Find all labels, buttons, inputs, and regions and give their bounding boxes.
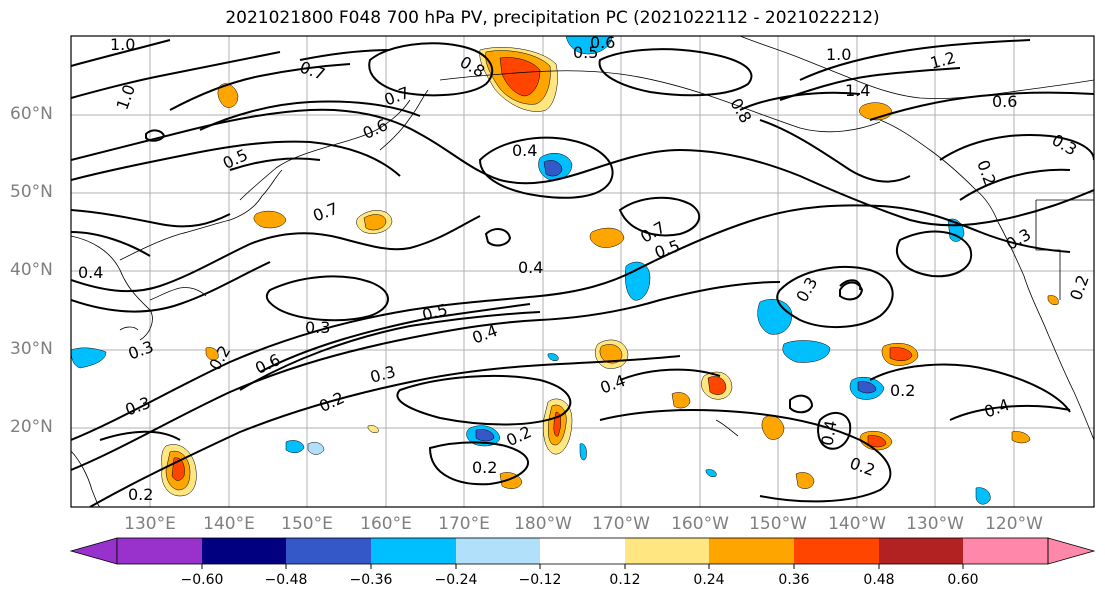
contour-label: 1.0 — [826, 45, 851, 64]
lon-label: 170°E — [438, 514, 490, 534]
colorbar-bin — [202, 538, 286, 564]
colorbar-bin — [456, 538, 540, 564]
colorbar-tick-label: 0.12 — [609, 572, 641, 588]
map-title: 2021021800 F048 700 hPa PV, precipitatio… — [225, 8, 880, 28]
colorbar-bin — [879, 538, 963, 564]
colorbar-tick-label: 0.36 — [778, 572, 810, 588]
colorbar-tick-label: −0.48 — [264, 572, 308, 588]
contour-label: 0.2 — [128, 485, 153, 504]
lon-label: 170°W — [592, 514, 650, 534]
lon-label: 140°W — [828, 514, 886, 534]
contour-label: 0.2 — [472, 458, 497, 477]
colorbar-bin — [963, 538, 1048, 564]
lat-label: 30°N — [10, 339, 53, 359]
contour-label: 0.4 — [512, 141, 537, 160]
colorbar-tick-label: −0.24 — [434, 572, 478, 588]
colorbar-tick-label: 0.60 — [947, 572, 979, 588]
lat-label: 20°N — [10, 417, 53, 437]
lon-label: 140°E — [203, 514, 255, 534]
lon-label: 150°W — [749, 514, 807, 534]
lon-label: 130°E — [124, 514, 176, 534]
contour-label: 0.4 — [518, 258, 543, 277]
contour-label: 0.4 — [817, 419, 840, 447]
contour-label: 0.4 — [78, 263, 103, 282]
colorbar-tick-label: −0.36 — [349, 572, 393, 588]
colorbar-tick-label: −0.12 — [518, 572, 562, 588]
lon-label: 150°E — [281, 514, 333, 534]
colorbar-bin — [371, 538, 456, 564]
colorbar-bin — [709, 538, 794, 564]
lat-label: 50°N — [10, 182, 53, 202]
lat-label: 40°N — [10, 260, 53, 280]
contour-label: 0.3 — [305, 318, 330, 337]
contour-label: 1.0 — [110, 35, 135, 54]
colorbar-bin — [117, 538, 202, 564]
colorbar-tick-label: −0.60 — [180, 572, 224, 588]
colorbar-bin — [625, 538, 709, 564]
colorbar — [69, 537, 1096, 569]
colorbar-extend-low — [69, 537, 118, 565]
lon-label: 180°W — [514, 514, 572, 534]
contour-label: 0.6 — [590, 33, 615, 52]
lon-label: 160°E — [360, 514, 412, 534]
colorbar-tick-label: 0.48 — [863, 572, 895, 588]
map-plot-area: 1.0 1.0 0.7 0.8 0.5 0.7 0.6 0.5 0.7 0.4 … — [71, 33, 1094, 507]
colorbar-bin — [794, 538, 879, 564]
lon-label: 160°W — [671, 514, 729, 534]
contour-label: 0.6 — [992, 92, 1017, 111]
colorbar-extend-high — [1047, 537, 1096, 565]
pv-contours — [71, 39, 1094, 507]
lon-label: 130°W — [906, 514, 964, 534]
colorbar-tick-label: 0.24 — [693, 572, 725, 588]
map-frame — [70, 35, 1095, 508]
lon-label: 120°W — [985, 514, 1043, 534]
contour-label: 1.4 — [845, 81, 870, 100]
colorbar-bin — [540, 538, 625, 564]
colorbar-bin — [286, 538, 371, 564]
contour-label: 0.2 — [890, 381, 915, 400]
contour-label: 0.5 — [573, 43, 598, 62]
graticule — [71, 36, 1094, 507]
lat-label: 60°N — [10, 104, 53, 124]
